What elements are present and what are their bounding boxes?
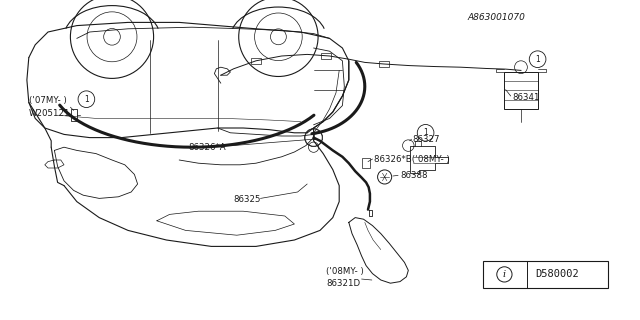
Circle shape	[78, 91, 95, 108]
Bar	[379, 61, 389, 67]
Text: 86326*B(‘08MY- ): 86326*B(‘08MY- )	[374, 155, 450, 164]
Text: ('07MY- ): ('07MY- )	[29, 96, 67, 105]
Text: 86327: 86327	[413, 135, 440, 144]
Text: 1: 1	[423, 128, 428, 137]
Text: 1: 1	[535, 55, 540, 64]
Bar	[251, 58, 261, 64]
Text: 86321D: 86321D	[326, 279, 360, 288]
Text: i: i	[503, 270, 506, 279]
Text: 1: 1	[84, 95, 89, 104]
Text: 86388: 86388	[400, 171, 428, 180]
Bar	[362, 157, 370, 168]
Text: 1: 1	[311, 133, 316, 142]
Text: A863001070: A863001070	[467, 13, 525, 22]
Circle shape	[529, 51, 546, 68]
Text: 86341: 86341	[512, 93, 540, 102]
Text: 86325: 86325	[234, 195, 261, 204]
Bar	[483, 261, 608, 288]
Text: D580002: D580002	[536, 269, 579, 279]
Text: 86326*A: 86326*A	[189, 143, 227, 152]
Circle shape	[305, 129, 323, 146]
Circle shape	[417, 124, 434, 141]
Text: W205121: W205121	[29, 109, 70, 118]
Bar	[321, 53, 332, 59]
Bar	[70, 109, 77, 121]
Text: ('08MY- ): ('08MY- )	[326, 267, 364, 276]
Bar	[504, 72, 538, 109]
